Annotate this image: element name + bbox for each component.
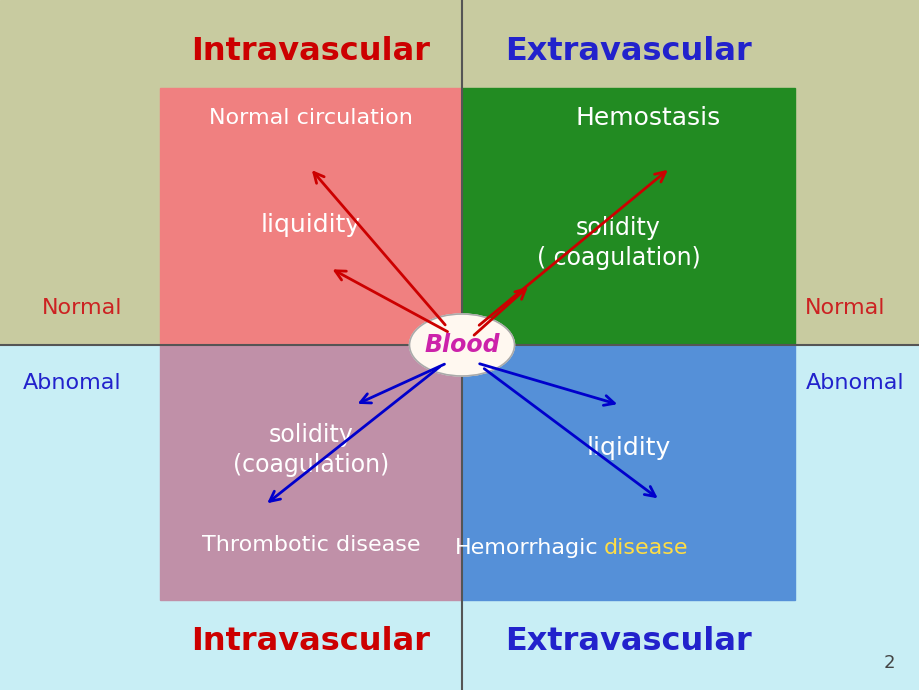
Bar [461, 88, 794, 345]
Text: Intravascular: Intravascular [191, 37, 430, 68]
Text: Normal: Normal [804, 298, 884, 318]
Text: Blood: Blood [424, 333, 499, 357]
Text: Extravascular: Extravascular [505, 37, 751, 68]
Ellipse shape [409, 314, 514, 376]
Text: (coagulation): (coagulation) [233, 453, 389, 477]
Text: Hemorrhagic: Hemorrhagic [454, 538, 598, 558]
Text: Hemostasis: Hemostasis [575, 106, 720, 130]
Text: liqidity: liqidity [585, 436, 670, 460]
Text: Normal circulation: Normal circulation [209, 108, 413, 128]
Text: 2: 2 [882, 654, 894, 672]
Bar [160, 88, 461, 345]
Text: Intravascular: Intravascular [191, 627, 430, 658]
Text: liquidity: liquidity [261, 213, 360, 237]
Text: Abnomal: Abnomal [23, 373, 121, 393]
Text: Extravascular: Extravascular [505, 627, 751, 658]
Text: ( coagulation): ( coagulation) [536, 246, 699, 270]
Text: Thrombotic disease: Thrombotic disease [201, 535, 420, 555]
Bar [160, 345, 461, 600]
Bar [0, 345, 919, 690]
Bar [0, 0, 919, 345]
Text: Normal: Normal [41, 298, 122, 318]
Bar [461, 345, 794, 600]
Text: disease: disease [603, 538, 687, 558]
Text: solidity: solidity [268, 423, 353, 447]
Text: Abnomal: Abnomal [805, 373, 903, 393]
Text: solidity: solidity [575, 216, 660, 240]
